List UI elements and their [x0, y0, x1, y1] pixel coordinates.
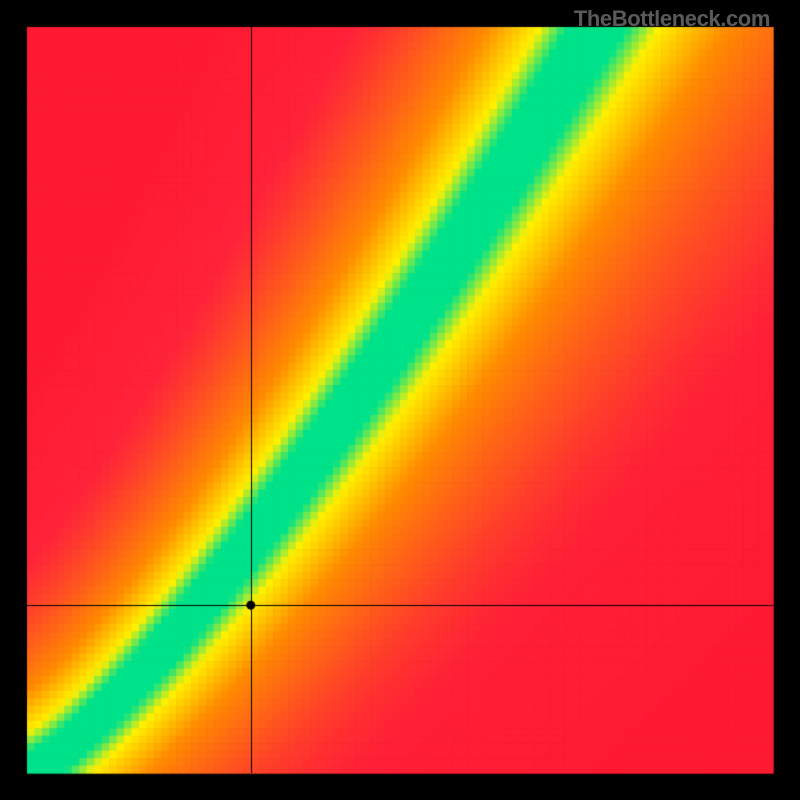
watermark-text: TheBottleneck.com [574, 6, 770, 32]
bottleneck-heatmap [0, 0, 800, 800]
chart-container: TheBottleneck.com [0, 0, 800, 800]
